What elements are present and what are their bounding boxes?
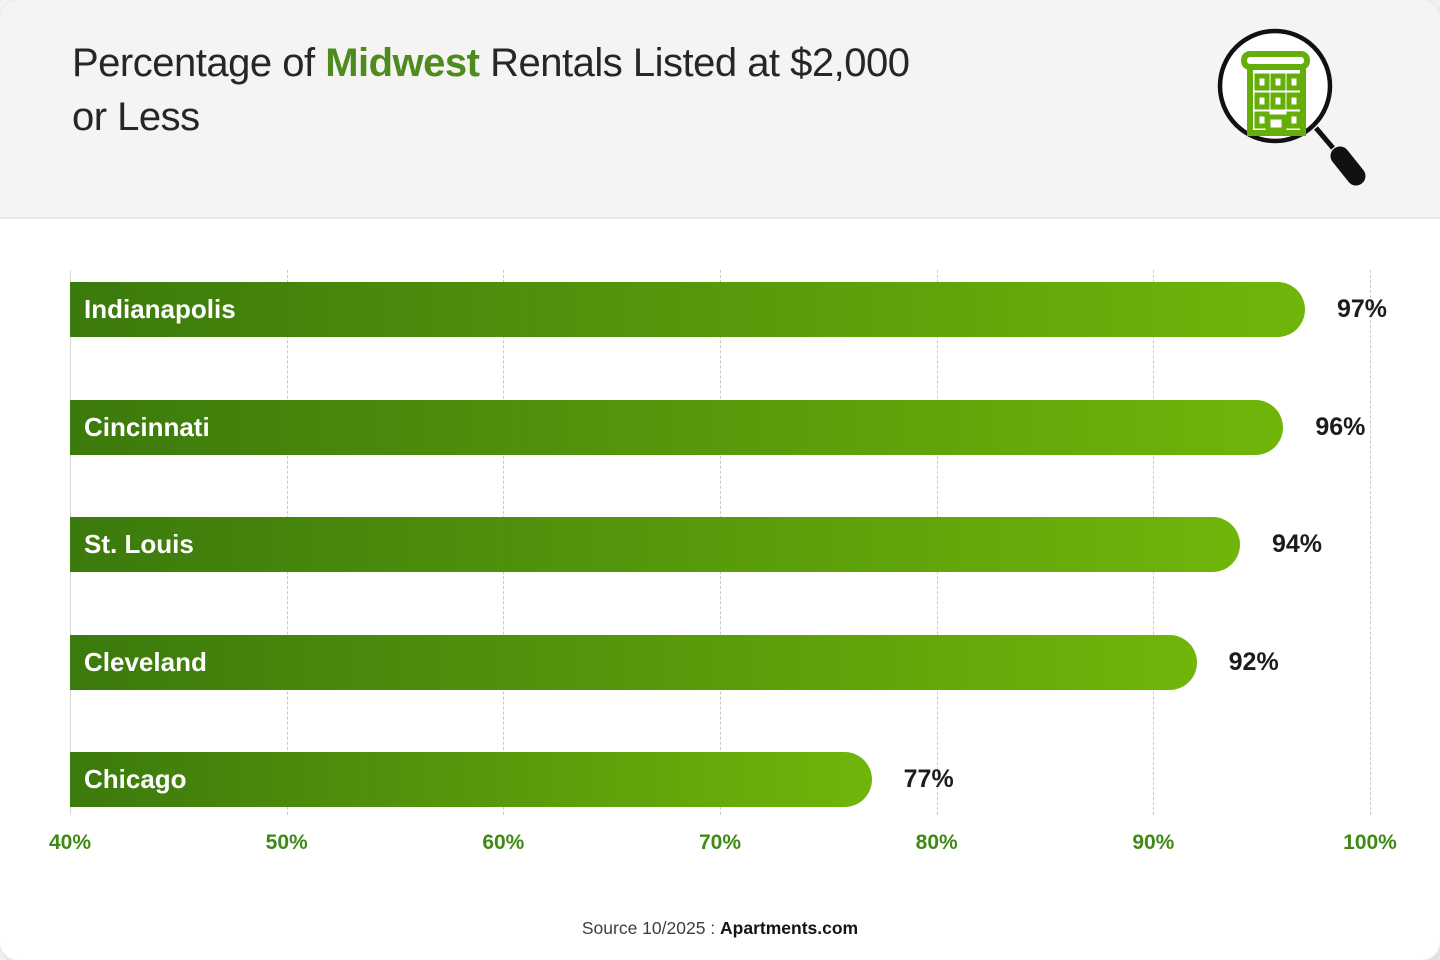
bar-category-label: Cleveland [84, 647, 207, 677]
bar: Cincinnati [70, 400, 1284, 455]
page-title: Percentage of Midwest Rentals Listed at … [72, 36, 942, 144]
bar-value-label: 92% [1228, 648, 1279, 676]
bar-value-label: 94% [1272, 530, 1323, 558]
bar-value-label: 77% [903, 765, 954, 793]
magnifier-handle-thin [1314, 126, 1335, 150]
x-axis-tick-label: 40% [48, 831, 92, 854]
bar: Cleveland [70, 635, 1197, 690]
title-highlight: Midwest [325, 41, 480, 85]
title-suffix: Rentals Listed at $2,000 or Less [72, 41, 910, 139]
x-axis-tick-label: 90% [1132, 831, 1175, 854]
bar: St. Louis [70, 517, 1240, 572]
bar-category-label: Indianapolis [84, 294, 236, 324]
source-note: Source 10/2025 : Apartments.com [0, 918, 1440, 939]
bar-row-chicago: Chicago 77% [70, 752, 1370, 807]
bar-row-st-louis: St. Louis 94% [70, 517, 1370, 572]
title-prefix: Percentage of [72, 41, 326, 85]
bar-row-indianapolis: Indianapolis 97% [70, 282, 1387, 337]
bar-category-label: Chicago [84, 764, 187, 794]
bar: Chicago [70, 752, 872, 807]
magnifier-handle [1330, 146, 1366, 186]
magnifying-glass-building-icon [1210, 20, 1375, 195]
source-prefix: Source 10/2025 : [581, 918, 721, 938]
building-glyph [1241, 51, 1310, 136]
source-brand: Apartments.com [720, 918, 859, 938]
x-axis-tick-label: 80% [915, 831, 958, 854]
bar: Indianapolis [70, 282, 1305, 337]
x-axis-tick-label: 100% [1343, 831, 1397, 854]
bar-value-label: 97% [1337, 295, 1388, 323]
gridline-100% [1370, 270, 1371, 815]
bar-value-label: 96% [1315, 413, 1366, 441]
bar-row-cleveland: Cleveland 92% [70, 635, 1370, 690]
plot-area: Indianapolis 97% Cincinnati 96% St. Louis 94%… [70, 270, 1387, 815]
x-axis-tick-label: 60% [482, 831, 525, 854]
header: Percentage of Midwest Rentals Listed at … [0, 0, 1440, 219]
bar-category-label: Cincinnati [84, 412, 210, 442]
x-axis-tick-label: 70% [698, 831, 742, 854]
x-axis-tick-label: 50% [265, 831, 308, 854]
bar-row-cincinnati: Cincinnati 96% [70, 400, 1370, 455]
bar-category-label: St. Louis [84, 529, 194, 559]
x-axis: 40% 50% 60% 70% 80% 90% 100% [49, 831, 1397, 861]
